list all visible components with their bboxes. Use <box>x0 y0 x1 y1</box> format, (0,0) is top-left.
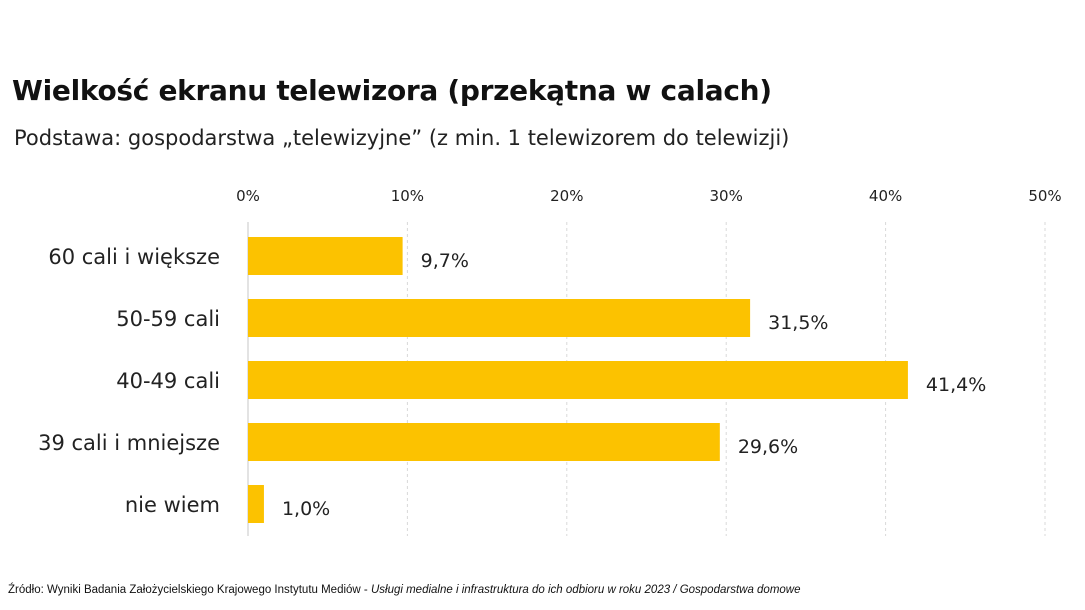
category-label: 40-49 cali <box>116 369 220 393</box>
x-tick-label: 40% <box>869 187 902 205</box>
bars <box>248 237 908 523</box>
bar-chart: 0% 10% 20% 30% 40% 50% 60 cali i większe 50-59… <box>38 187 1062 536</box>
value-label: 29,6% <box>738 436 798 458</box>
source-title: Usługi medialne i infrastruktura do ich … <box>370 584 801 596</box>
x-tick-label: 0% <box>236 187 260 205</box>
source-prefix: Źródło: Wyniki Badania Założycielskiego … <box>8 584 371 596</box>
chart-title: Wielkość ekranu telewizora (przekątna w … <box>12 74 772 107</box>
category-label: 50-59 cali <box>116 307 220 331</box>
bar <box>248 485 264 523</box>
value-label: 1,0% <box>282 498 330 520</box>
x-tick-label: 20% <box>550 187 583 205</box>
x-tick-label: 30% <box>710 187 743 205</box>
x-tick-label: 50% <box>1028 187 1061 205</box>
x-tick-label: 10% <box>391 187 424 205</box>
bar <box>248 299 751 337</box>
value-label: 9,7% <box>421 250 469 272</box>
bar <box>248 361 908 399</box>
category-label: 39 cali i mniejsze <box>38 431 220 455</box>
x-axis-ticks: 0% 10% 20% 30% 40% 50% <box>236 187 1062 205</box>
category-labels: 60 cali i większe 50-59 cali 40-49 cali 39 … <box>38 245 220 517</box>
source-note: Źródło: Wyniki Badania Założycielskiego … <box>8 584 801 596</box>
bar <box>248 423 720 461</box>
value-label: 31,5% <box>768 312 828 334</box>
category-label: 60 cali i większe <box>48 245 220 269</box>
chart-subtitle: Podstawa: gospodarstwa „telewizyjne” (z … <box>14 126 790 150</box>
category-label: nie wiem <box>125 493 220 517</box>
value-labels: 9,7% 31,5% 41,4% 29,6% 1,0% <box>282 250 986 520</box>
value-label: 41,4% <box>926 374 986 396</box>
bar <box>248 237 403 275</box>
